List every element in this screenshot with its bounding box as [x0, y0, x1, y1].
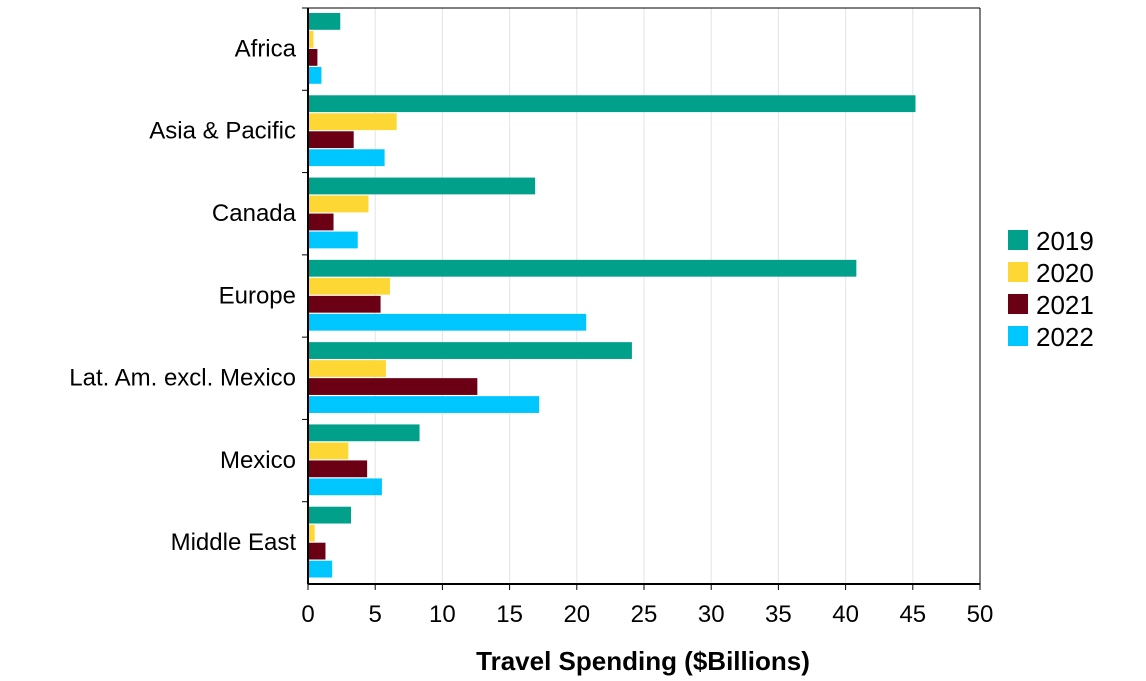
bar-2021-0 — [308, 49, 318, 66]
x-tick-label: 10 — [429, 601, 456, 628]
legend-swatch-2021 — [1008, 294, 1028, 314]
category-label: Africa — [235, 35, 297, 62]
x-axis-title: Travel Spending ($Billions) — [476, 646, 810, 676]
bar-2020-3 — [308, 277, 390, 295]
category-label: Asia & Pacific — [149, 118, 296, 145]
x-tick-label: 15 — [496, 601, 523, 628]
legend-label: 2020 — [1036, 258, 1094, 288]
legend-label: 2021 — [1036, 290, 1094, 320]
legend-label: 2019 — [1036, 226, 1094, 256]
x-tick-label: 30 — [698, 601, 725, 628]
category-label: Mexico — [220, 447, 296, 474]
legend-label: 2022 — [1036, 322, 1094, 352]
bar-2022-1 — [308, 149, 385, 167]
bar-2019-3 — [308, 259, 857, 277]
x-tick-label: 25 — [631, 601, 658, 628]
bar-2019-1 — [308, 95, 916, 113]
legend-swatch-2020 — [1008, 262, 1028, 282]
category-labels: Africa Asia & Pacific Canada Europe Lat. Am.… — [69, 35, 296, 556]
x-tick-label: 40 — [832, 601, 859, 628]
bars — [308, 13, 916, 578]
bar-2022-2 — [308, 231, 358, 249]
bar-2019-0 — [308, 13, 341, 30]
bar-2021-3 — [308, 295, 381, 313]
bar-2019-5 — [308, 424, 420, 442]
axes — [302, 7, 981, 590]
bar-2019-6 — [308, 506, 352, 524]
grid-lines — [374, 8, 981, 584]
bar-2020-1 — [308, 113, 397, 131]
category-label: Canada — [212, 200, 297, 227]
bar-2022-4 — [308, 396, 540, 413]
bar-2019-2 — [308, 177, 536, 195]
x-tick-label: 50 — [967, 601, 994, 628]
bar-2020-5 — [308, 442, 349, 460]
bar-2020-4 — [308, 360, 386, 377]
category-label: Europe — [219, 282, 296, 309]
bar-2020-2 — [308, 195, 369, 213]
x-tick-label: 20 — [563, 601, 590, 628]
x-tick-label: 45 — [899, 601, 926, 628]
bar-2021-6 — [308, 542, 326, 560]
bar-2021-5 — [308, 460, 368, 478]
bar-2020-0 — [308, 31, 314, 48]
bar-2021-2 — [308, 213, 334, 231]
bar-2020-6 — [308, 524, 315, 542]
bar-2021-1 — [308, 131, 354, 149]
bar-2022-5 — [308, 478, 382, 496]
x-tick-label: 35 — [765, 601, 792, 628]
category-label: Middle East — [171, 529, 297, 556]
bar-2021-4 — [308, 378, 478, 395]
x-tick-label: 0 — [301, 601, 314, 628]
category-label: Lat. Am. excl. Mexico — [69, 365, 296, 392]
bar-2022-6 — [308, 560, 333, 578]
x-tick-labels: 0 5 10 15 20 25 30 35 40 45 50 — [301, 601, 993, 628]
x-tick-label: 5 — [369, 601, 382, 628]
bar-2019-4 — [308, 342, 632, 359]
bar-2022-3 — [308, 313, 587, 331]
legend-swatch-2022 — [1008, 326, 1028, 346]
bar-2022-0 — [308, 67, 322, 84]
legend-swatch-2019 — [1008, 230, 1028, 250]
